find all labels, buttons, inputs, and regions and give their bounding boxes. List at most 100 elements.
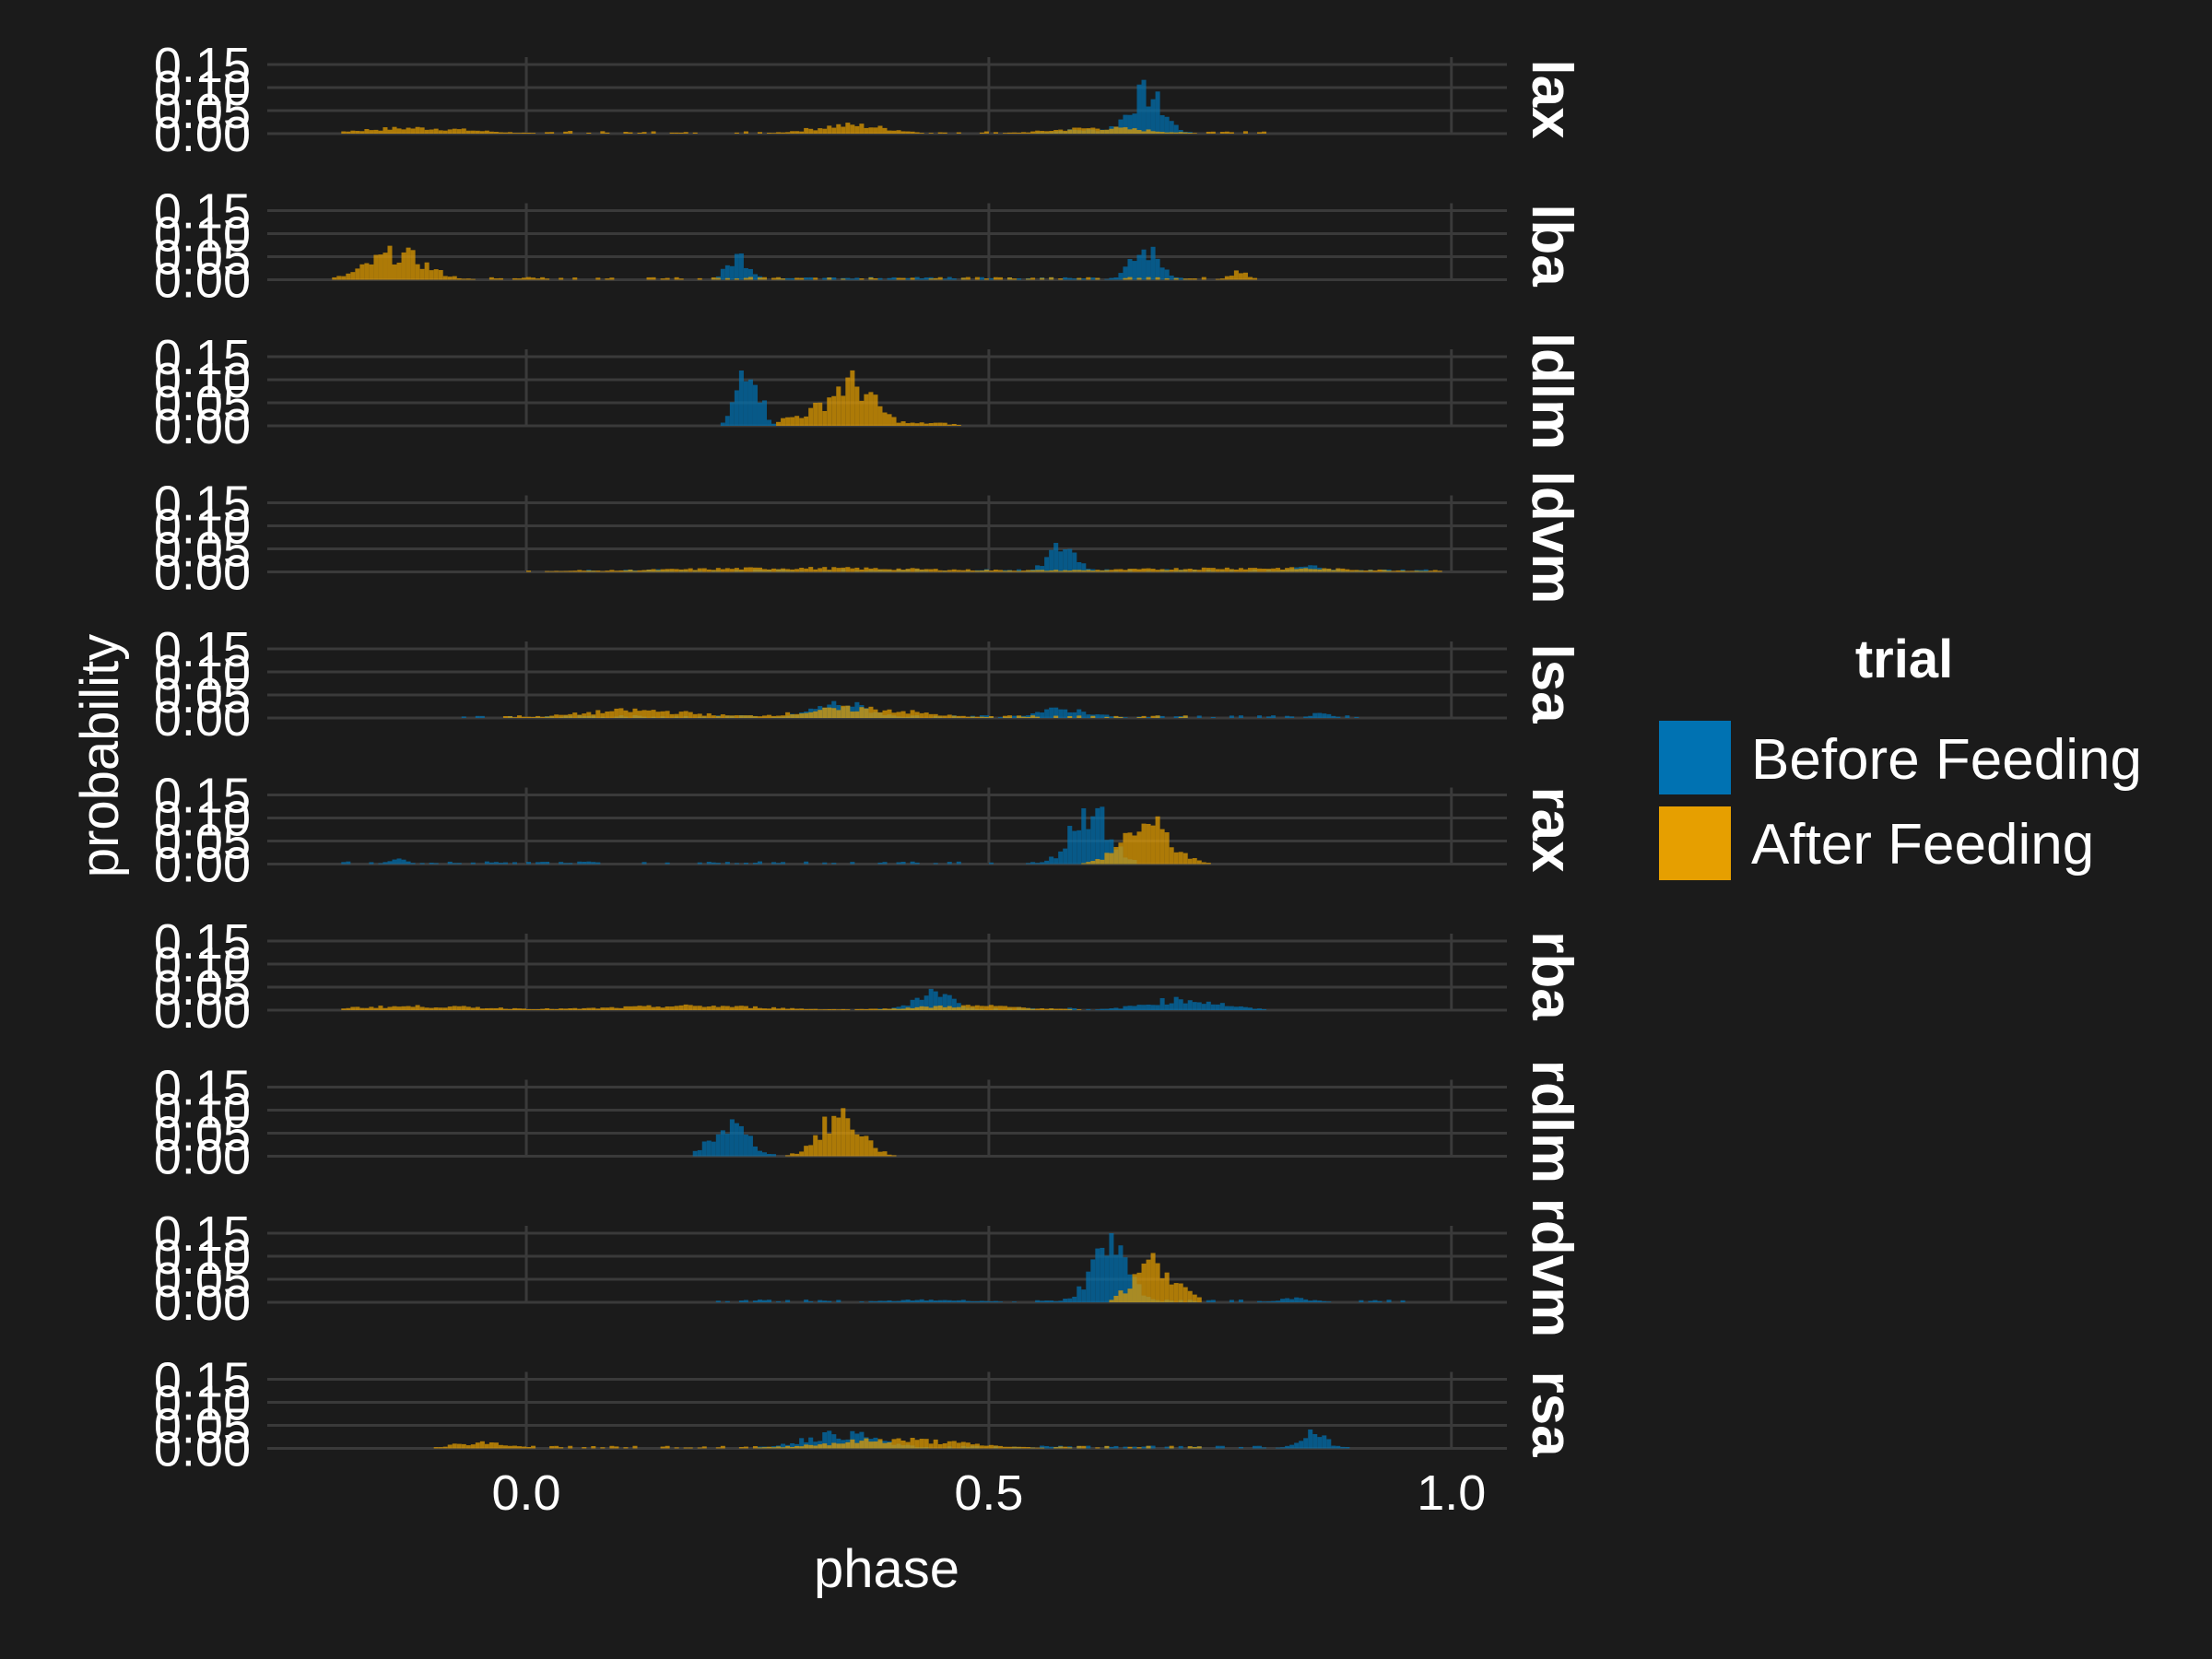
histogram-bar [387, 245, 393, 280]
series-after-feeding [1109, 1253, 1202, 1302]
histogram-bar [1331, 715, 1336, 718]
histogram-bar [475, 130, 480, 134]
histogram-bar [373, 129, 379, 134]
histogram-bar [484, 861, 489, 865]
histogram-bar [956, 1006, 961, 1010]
histogram-bar [1303, 568, 1309, 572]
histogram-bar [554, 1008, 559, 1010]
histogram-bar [776, 863, 782, 865]
histogram-bar [1219, 569, 1225, 572]
histogram-bar [729, 1119, 735, 1157]
histogram-bar [609, 570, 615, 572]
histogram-bar [997, 717, 1003, 718]
histogram-bar [734, 278, 739, 280]
histogram-bar [771, 133, 777, 134]
histogram-bar [1067, 1447, 1073, 1449]
histogram-bar [1067, 712, 1073, 718]
histogram-bar [701, 1006, 707, 1010]
histogram-bar [1215, 1004, 1220, 1010]
histogram-bar [914, 1440, 920, 1449]
histogram-bar [1006, 570, 1013, 572]
histogram-bar [818, 710, 823, 718]
histogram-bar [1053, 543, 1059, 572]
histogram-bar [1006, 277, 1013, 280]
histogram-bar [1229, 715, 1234, 718]
histogram-bar [956, 570, 961, 572]
y-tick-label: 0.00 [154, 399, 251, 454]
histogram-bar [845, 1441, 851, 1449]
histogram-bar [1229, 1006, 1234, 1010]
histogram-bar [919, 278, 924, 280]
histogram-bar [1081, 570, 1087, 572]
histogram-bar [378, 130, 383, 134]
histogram-bar [804, 1444, 809, 1449]
histogram-bar [387, 129, 393, 134]
histogram-bar [933, 569, 938, 572]
histogram-bar [919, 133, 924, 134]
histogram-bar [781, 715, 786, 718]
histogram-bar [720, 714, 725, 718]
histogram-bar [715, 715, 721, 718]
histogram-bar [734, 568, 739, 572]
histogram-bar [1169, 121, 1174, 134]
histogram-bar [813, 402, 818, 426]
histogram-bar [988, 277, 994, 280]
y-tick-label: 0.00 [154, 546, 251, 601]
histogram-bar [456, 277, 462, 280]
histogram-bar [447, 276, 453, 280]
histogram-bar [979, 1300, 984, 1302]
histogram-bar [568, 713, 573, 718]
histogram-bar [1150, 131, 1156, 134]
histogram-bar [1127, 1006, 1133, 1010]
histogram-bar [947, 570, 952, 572]
histogram-bar [891, 1155, 897, 1157]
histogram-bar [1252, 568, 1257, 572]
histogram-bar [914, 997, 920, 1010]
histogram-bar [433, 269, 439, 280]
histogram-bar [854, 701, 860, 718]
histogram-bar [813, 711, 818, 718]
x-axis: 0.0 0.5 1.0 [492, 1465, 1487, 1521]
histogram-bar [683, 1004, 688, 1010]
histogram-bar [752, 567, 758, 572]
histogram-bar [1354, 716, 1359, 718]
histogram-bar [526, 133, 532, 134]
histogram-bar [336, 276, 342, 280]
histogram-bar [1159, 267, 1165, 280]
series-after-feeding [526, 567, 1442, 572]
histogram-bar [522, 1446, 527, 1449]
histogram-bar [873, 1300, 878, 1302]
histogram-bar [591, 862, 596, 865]
histogram-bar [808, 276, 814, 280]
histogram-bar [864, 394, 869, 426]
histogram-bar [438, 270, 443, 280]
histogram-bar [1104, 1445, 1110, 1449]
histogram-bar [1063, 709, 1068, 718]
histogram-bar [554, 714, 559, 718]
histogram-bar [951, 1300, 957, 1302]
histogram-bar [1312, 565, 1318, 572]
histogram-bar [1081, 863, 1087, 865]
histogram-bar [535, 1008, 541, 1010]
histogram-bar [1021, 132, 1027, 134]
histogram-bar [692, 713, 698, 718]
histogram-bar [850, 1439, 855, 1449]
histogram-bar [1164, 269, 1170, 280]
histogram-bar [924, 1300, 929, 1302]
histogram-bar [1405, 571, 1410, 572]
histogram-bar [637, 132, 642, 134]
histogram-bar [382, 127, 388, 134]
y-tick-label: 0.05 [154, 230, 251, 286]
histogram-bar [720, 268, 725, 280]
histogram-bar [559, 571, 564, 572]
histogram-bar [1136, 130, 1142, 134]
histogram-bar [743, 277, 748, 280]
histogram-bar [1058, 851, 1064, 865]
histogram-bar [960, 1005, 966, 1010]
histogram-bar [776, 1300, 782, 1302]
histogram-bar [1252, 1445, 1257, 1449]
histogram-bar [447, 1006, 453, 1010]
histogram-bar [900, 1005, 906, 1010]
histogram-bar [1123, 277, 1128, 280]
histogram-bar [535, 862, 541, 865]
